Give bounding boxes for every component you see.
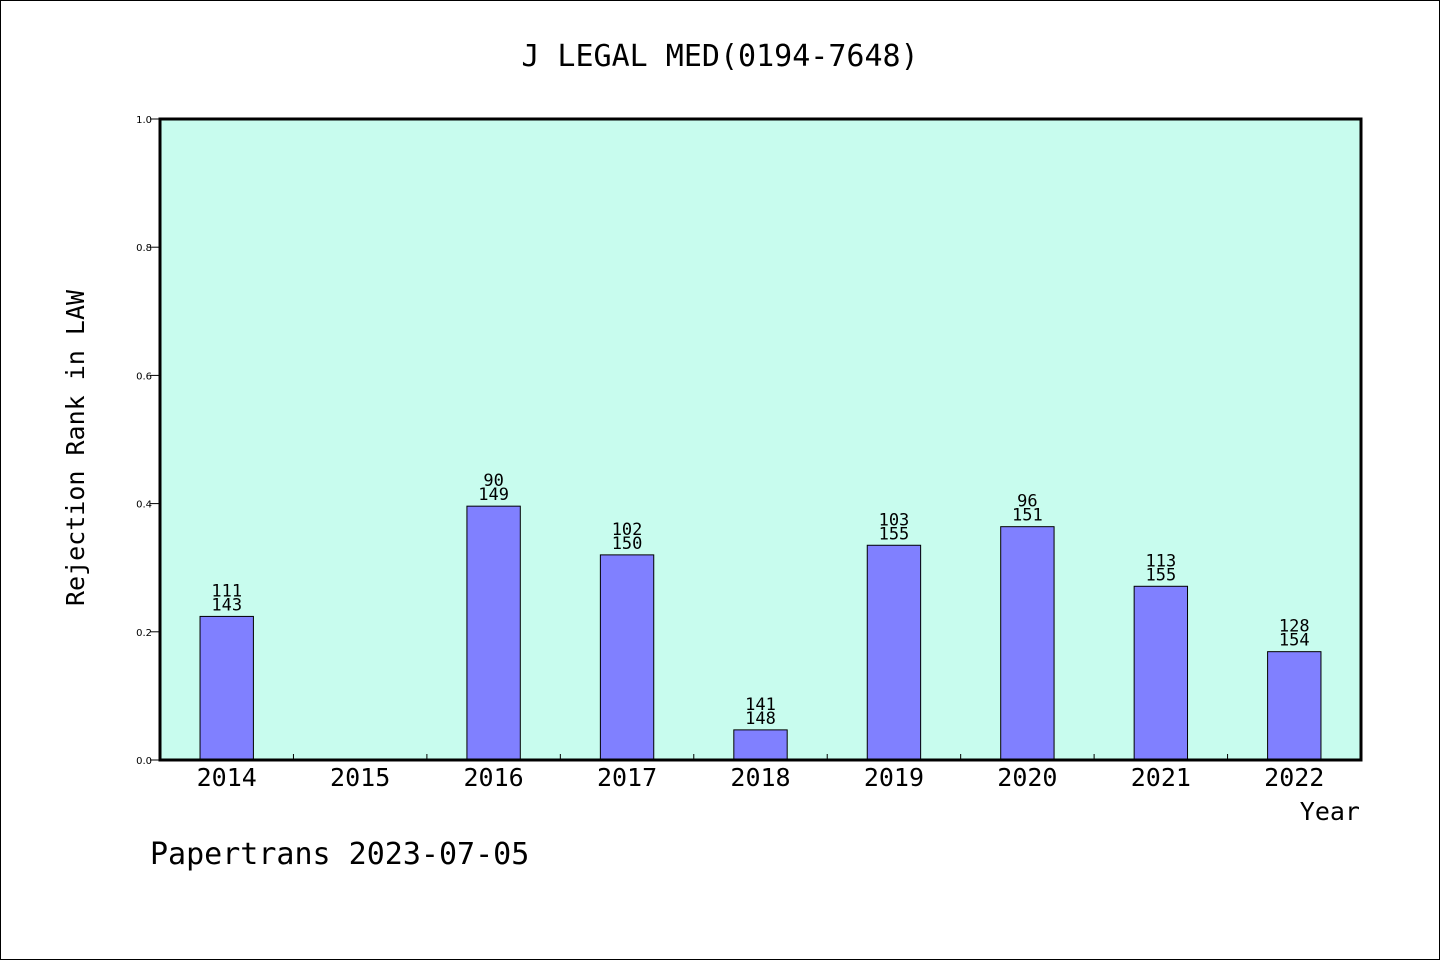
bar-label-top: 103 [879,510,910,530]
plot-border [158,117,1363,762]
bar-label-top: 141 [745,695,776,715]
bar [1000,526,1055,761]
bar-label-bottom: 143 [211,595,242,615]
x-tick-label: 2021 [1131,763,1191,792]
x-tick-label: 2020 [997,763,1057,792]
bar-label-bottom: 148 [745,709,776,729]
y-tick-label: 0.6 [136,371,152,382]
x-axis-label: Year [1300,797,1360,826]
bar [866,544,922,761]
y-tick-label: 0.0 [136,756,152,767]
x-tick-label: 2016 [464,763,524,792]
chart-title: J LEGAL MED(0194-7648) [521,39,918,74]
y-tick-label: 0.4 [136,500,152,511]
bar-label-top: 113 [1145,551,1176,571]
x-tick-label: 2018 [730,763,790,792]
x-tick-label: 2014 [197,763,257,792]
bar-label-top: 111 [211,581,242,601]
bar [466,505,521,761]
x-tick-label: 2022 [1264,763,1324,792]
bar-label-bottom: 155 [1145,565,1176,585]
bar-label-bottom: 151 [1012,506,1043,526]
bar [599,554,655,761]
bar-label-bottom: 149 [478,485,509,505]
bar-label-top: 102 [612,520,643,540]
bar-label-top: 128 [1279,617,1310,637]
bar [199,615,254,761]
bar-label-bottom: 155 [879,524,910,544]
x-tick-label: 2017 [597,763,657,792]
bar [733,729,788,761]
y-tick-label: 0.8 [136,243,152,254]
x-tick-label: 2019 [864,763,924,792]
y-axis-label: Rejection Rank in LAW [61,289,90,606]
bar-label-top: 90 [483,471,503,491]
bar [1133,585,1189,761]
bar-label-bottom: 150 [612,534,643,554]
bar-label-top: 96 [1017,492,1037,512]
x-tick-label: 2015 [330,763,390,792]
bar [1267,651,1322,761]
y-tick-label: 0.2 [136,628,152,639]
footer-credit: Papertrans 2023-07-05 [150,837,529,872]
bar-label-bottom: 154 [1279,631,1310,651]
y-tick-label: 1.0 [136,115,152,126]
